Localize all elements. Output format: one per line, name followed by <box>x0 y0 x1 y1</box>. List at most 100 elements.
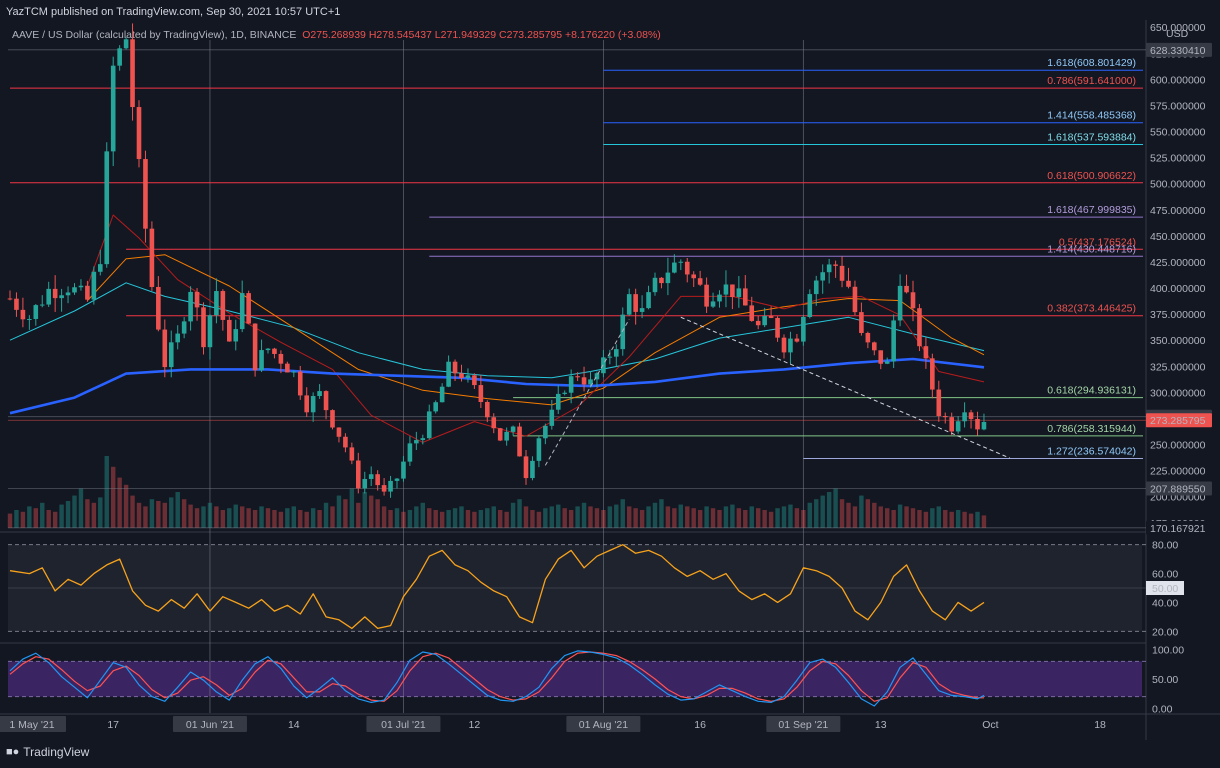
price-tick-label: 550.000000 <box>1150 127 1206 139</box>
volume-bar <box>317 510 322 528</box>
volume-bar <box>839 499 845 528</box>
volume-bar <box>536 511 542 528</box>
x-axis-label: 18 <box>1094 719 1106 731</box>
candle-body <box>755 320 761 326</box>
currency-label: USD <box>1166 28 1189 40</box>
volume-bar <box>543 508 548 528</box>
volume-bar <box>14 510 19 528</box>
volume-bar <box>388 510 393 528</box>
candle-body <box>942 416 948 418</box>
volume-bar <box>33 508 38 528</box>
volume-bar <box>175 492 180 528</box>
price-tick-label: 375.000000 <box>1150 309 1206 321</box>
candle-body <box>336 427 342 437</box>
volume-bar <box>743 510 748 528</box>
candle-body <box>472 375 477 386</box>
volume-bar <box>930 508 935 528</box>
price-tick-label: 475.000000 <box>1150 205 1206 217</box>
x-axis-label: 01 Jun '21 <box>186 719 234 731</box>
candle-body <box>839 265 845 281</box>
x-axis-label: 01 Aug '21 <box>579 719 628 731</box>
candle-body <box>414 440 419 444</box>
candle-body <box>181 321 187 334</box>
rsi-tick-label: 80.00 <box>1152 540 1178 552</box>
fib-level-label: 1.618(467.999835) <box>1047 204 1136 216</box>
volume-bar <box>40 502 45 528</box>
candle-body <box>878 350 884 364</box>
volume-bar <box>291 506 296 528</box>
ma-orange-line <box>87 254 985 406</box>
candle-body <box>356 460 361 489</box>
volume-bar <box>897 504 903 528</box>
candle-body <box>646 292 651 309</box>
volume-bar <box>639 510 645 528</box>
candle-body <box>710 301 716 307</box>
volume-bar <box>446 510 451 528</box>
stoch-tick-label: 0.00 <box>1152 703 1173 715</box>
candle-body <box>949 417 954 432</box>
volume-bar <box>98 497 103 528</box>
fib-level-label: 0.786(258.315944) <box>1047 423 1136 435</box>
fib-level-label: 1.618(537.593884) <box>1047 131 1136 143</box>
fib-level-label: 1.414(558.485368) <box>1047 110 1136 122</box>
volume-bar <box>510 502 516 528</box>
volume-bar <box>323 502 329 528</box>
volume-bar <box>949 511 954 528</box>
candle-body <box>517 426 522 457</box>
volume-bar <box>65 501 71 528</box>
candle-body <box>65 292 71 296</box>
volume-bar <box>169 497 174 528</box>
candle-body <box>272 348 277 354</box>
candle-body <box>130 39 135 108</box>
candle-body <box>91 271 97 300</box>
candle-body <box>826 264 832 273</box>
ma-red-line <box>86 214 985 443</box>
volume-bar <box>485 508 490 528</box>
volume-bar <box>362 492 367 528</box>
volume-bar <box>78 488 84 528</box>
volume-bar <box>730 504 735 528</box>
fib-level-label: 0.5(437.176524) <box>1059 236 1136 248</box>
volume-bar <box>188 504 193 528</box>
volume-bar <box>846 502 851 528</box>
volume-bar <box>530 510 535 528</box>
volume-bar <box>214 506 219 528</box>
candle-body <box>394 478 400 481</box>
x-axis-label: 1 May '21 <box>9 719 54 731</box>
volume-bar <box>607 506 613 528</box>
x-axis-label: 17 <box>107 719 119 731</box>
trendline <box>544 319 630 466</box>
candle-body <box>672 262 677 273</box>
candle-body <box>930 358 935 390</box>
candle-body <box>678 261 684 263</box>
volume-bar <box>7 513 13 528</box>
rsi-tick-label: 40.00 <box>1152 597 1178 609</box>
volume-bar <box>923 511 929 528</box>
volume-bar <box>401 511 406 528</box>
volume-bar <box>27 506 32 528</box>
volume-bar <box>414 506 419 528</box>
footer-brand[interactable]: ■● TradingView <box>6 745 89 759</box>
candle-body <box>381 485 387 492</box>
rsi-tick-label: 60.00 <box>1152 569 1178 581</box>
candle-body <box>446 361 451 387</box>
candle-body <box>684 261 690 275</box>
candle-body <box>536 438 542 461</box>
candle-body <box>72 287 77 293</box>
candle-body <box>136 107 142 160</box>
volume-bar <box>194 508 200 528</box>
candle-body <box>310 396 316 413</box>
candle-body <box>865 332 871 343</box>
volume-bar <box>588 506 593 528</box>
candle-body <box>788 338 793 353</box>
volume-bar <box>665 506 671 528</box>
candle-body <box>846 280 851 287</box>
fib-level-label: 0.618(294.936131) <box>1047 385 1136 397</box>
candle-body <box>485 401 490 418</box>
volume-bar <box>298 510 303 528</box>
candle-body <box>85 285 90 300</box>
fib-level-label: 1.272(236.574042) <box>1047 446 1136 458</box>
volume-bar <box>678 504 683 528</box>
candle-body <box>214 291 219 316</box>
